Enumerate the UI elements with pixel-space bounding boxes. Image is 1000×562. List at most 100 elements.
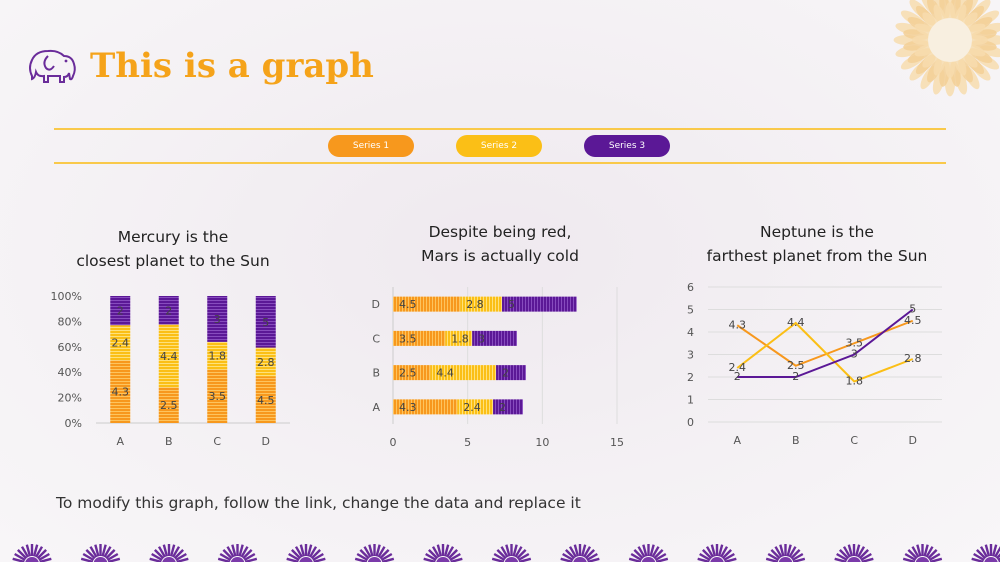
chart3-data-label: 4.4 [787,316,805,329]
chart2-xtick-label: 5 [464,436,471,449]
chart1-xtick-label: D [262,435,270,448]
chart2-data-label: 2 [499,401,506,414]
chart1-bar [255,296,276,348]
chart1-bar [158,324,179,388]
chart3-title-line-1: Neptune is the [760,223,874,241]
chart3-ytick-label: 5 [687,304,694,317]
chart1-xtick-label: B [165,435,173,448]
chart1-ytick-label: 0% [65,417,82,430]
chart2-data-label: 4.5 [399,298,417,311]
chart2-bar [502,296,577,312]
chart2-data-label: 1.8 [451,332,469,345]
chart3-ytick-label: 3 [687,349,694,362]
chart1-bar [255,347,276,377]
chart1-ytick-label: 20% [58,392,82,405]
legend-series-2: Series 2 [456,135,542,157]
chart1-bar [110,325,131,361]
chart2-data-label: 3.5 [399,332,417,345]
chart1-data-label: 2.4 [112,337,130,350]
chart1-bar [158,387,179,423]
chart1-bar [207,296,228,342]
chart2-bar [496,365,526,381]
chart1-data-label: 4.3 [112,386,130,399]
chart1-title: Mercury is the closest planet to the Sun [23,225,323,273]
chart2-data-label: 2.4 [463,401,481,414]
chart1-ytick-label: 40% [58,366,82,379]
legend-series-3: Series 3 [584,135,670,157]
chart1-xtick-label: C [213,435,221,448]
chart1-data-label: 2 [165,304,172,317]
chart3-data-label: 2.8 [904,352,922,365]
chart3-ytick-label: 0 [687,416,694,429]
chart3-xtick-label: D [909,434,917,447]
chart3-data-label: 4.5 [904,314,922,327]
chart1-bar [207,369,228,423]
chart3-data-label: 1.8 [846,375,864,388]
chart1-bar [207,341,228,370]
chart2-bar [445,330,473,346]
chart3-data-label: 2 [734,370,741,383]
chart2-bar [472,330,517,346]
chart1-data-label: 3.5 [209,390,227,403]
chart1-data-label: 2.8 [257,356,275,369]
chart2-ytick-label: C [372,332,380,345]
chart1-ytick-label: 80% [58,315,82,328]
chart2-bar [460,296,503,312]
chart2-xtick-label: 15 [610,436,624,449]
legend: Series 1 Series 2 Series 3 [54,128,946,164]
chart1-data-label: 4.4 [160,350,178,363]
chart2-data-label: 2 [502,367,509,380]
chart1-bar [158,296,179,325]
chart3-series-line [736,319,914,367]
chart1-data-label: 1.8 [209,350,227,363]
chart3-title-line-2: farthest planet from the Sun [706,247,928,265]
chart3-series-line [736,321,914,383]
chart2-title-line-2: Mars is actually cold [421,247,579,265]
chart2-data-label: 2.8 [466,298,484,311]
chart1-title-line-1: Mercury is the [117,228,229,246]
chart3-xtick-label: C [850,434,858,447]
chart3-ytick-label: 2 [687,371,694,384]
chart2-title: Despite being red, Mars is actually cold [350,220,650,268]
chart1-xtick-label: A [116,435,124,448]
chart2-bar [393,365,431,381]
chart2-xtick-label: 10 [535,436,549,449]
chart1-data-label: 5 [262,316,269,329]
chart1-bar [255,376,276,423]
chart2-bar [430,365,497,381]
chart2-data-label: 2.5 [399,367,417,380]
footer-note: To modify this graph, follow the link, c… [56,494,581,512]
chart2-plot: 0 5 10 15 4.3 2.4 2 A 2.5 4.4 2 B 3.5 1.8 3 C 4.5 2.8 5 D [372,287,624,449]
chart2-title-line-1: Despite being red, [428,223,572,241]
chart3-data-label: 5 [909,303,916,316]
chart2-bar [457,399,494,415]
chart2-bar [393,330,446,346]
elephant-icon [29,49,76,83]
chart1-data-label: 2 [117,305,124,318]
chart3-ytick-label: 6 [687,281,694,294]
legend-series-1: Series 1 [328,135,414,157]
chart2-bar [393,399,458,415]
chart2-data-label: 5 [508,298,515,311]
chart3-xtick-label: A [733,434,741,447]
chart1-bar [110,296,131,326]
chart2-xtick-label: 0 [390,436,397,449]
chart2-bar [393,296,461,312]
chart1-data-label: 2.5 [160,399,178,412]
chart3-data-label: 2.4 [729,361,747,374]
chart1-bar [110,360,131,423]
chart3-data-label: 2.5 [787,359,805,372]
chart3-xtick-label: B [792,434,800,447]
chart3-title: Neptune is the farthest planet from the … [667,220,967,268]
chart3-plot: 0 1 2 3 4 5 6 A B C D 4.3 2.5 3.5 4.5 2.4 4.4 1.8 2.8 2 2 3 5 [687,281,942,447]
chart2-ytick-label: D [372,298,380,311]
chart3-ytick-label: 4 [687,326,694,339]
chart2-ytick-label: A [372,401,380,414]
chart3-data-label: 3.5 [846,336,864,349]
sun-ornament [893,0,1000,97]
chart2-data-label: 4.4 [436,367,454,380]
chart2-data-label: 3 [478,332,485,345]
title-row: This is a graph [24,40,374,92]
